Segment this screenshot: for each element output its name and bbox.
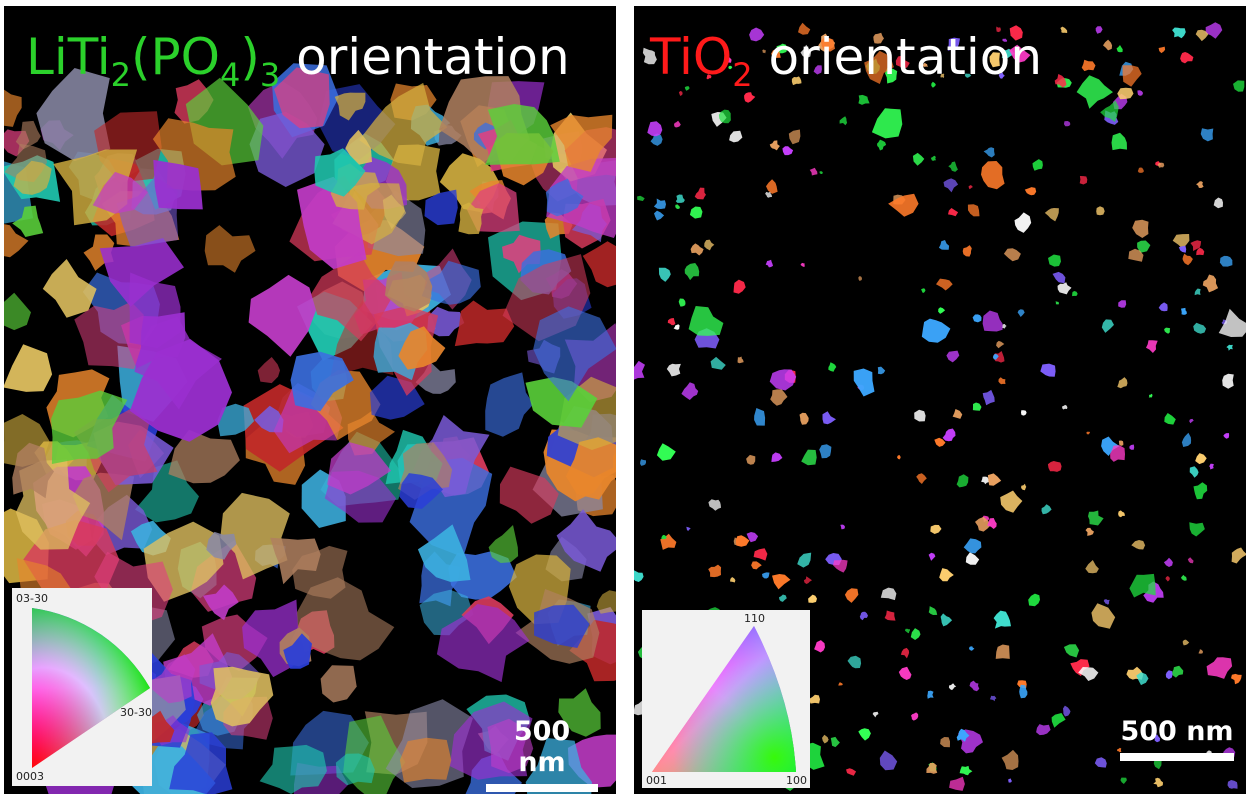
lti-formula: LiTi2(PO4)3 xyxy=(26,28,281,94)
lti-grain-map xyxy=(4,63,616,794)
lti-title-word: orientation xyxy=(280,28,570,86)
tio2-color-key-legend: 110 001 100 xyxy=(642,610,810,788)
lti-scale-bar: 500 nm xyxy=(486,716,598,792)
lti-legend-label-bottom: 0003 xyxy=(16,770,44,783)
tio2-panel-title: TiO2 orientation xyxy=(650,32,1042,91)
tio2-title-word: orientation xyxy=(752,28,1043,86)
lti-legend-label-right: 30-30 xyxy=(120,706,152,719)
lti-legend-label-top: 03-30 xyxy=(16,592,48,605)
tio2-scale-bar-line xyxy=(1120,753,1234,761)
tio2-scale-bar: 500 nm xyxy=(1120,716,1234,761)
lti-scale-bar-line xyxy=(486,784,598,792)
tio2-scale-bar-label: 500 nm xyxy=(1120,716,1234,747)
lti-panel-title: LiTi2(PO4)3 orientation xyxy=(26,32,570,91)
lti-scale-bar-label: 500 nm xyxy=(513,716,571,778)
tio2-formula: TiO2 xyxy=(650,28,753,94)
lti-orientation-map-panel: LiTi2(PO4)3 orientation xyxy=(4,6,616,794)
tio2-legend-label-left: 001 xyxy=(646,774,667,787)
tio2-orientation-map-panel: TiO2 orientation xyxy=(634,6,1246,794)
lti-color-key-legend: 03-30 30-30 0003 xyxy=(12,588,152,786)
tio2-legend-label-right: 100 xyxy=(786,774,807,787)
tio2-legend-label-top: 110 xyxy=(744,612,765,625)
